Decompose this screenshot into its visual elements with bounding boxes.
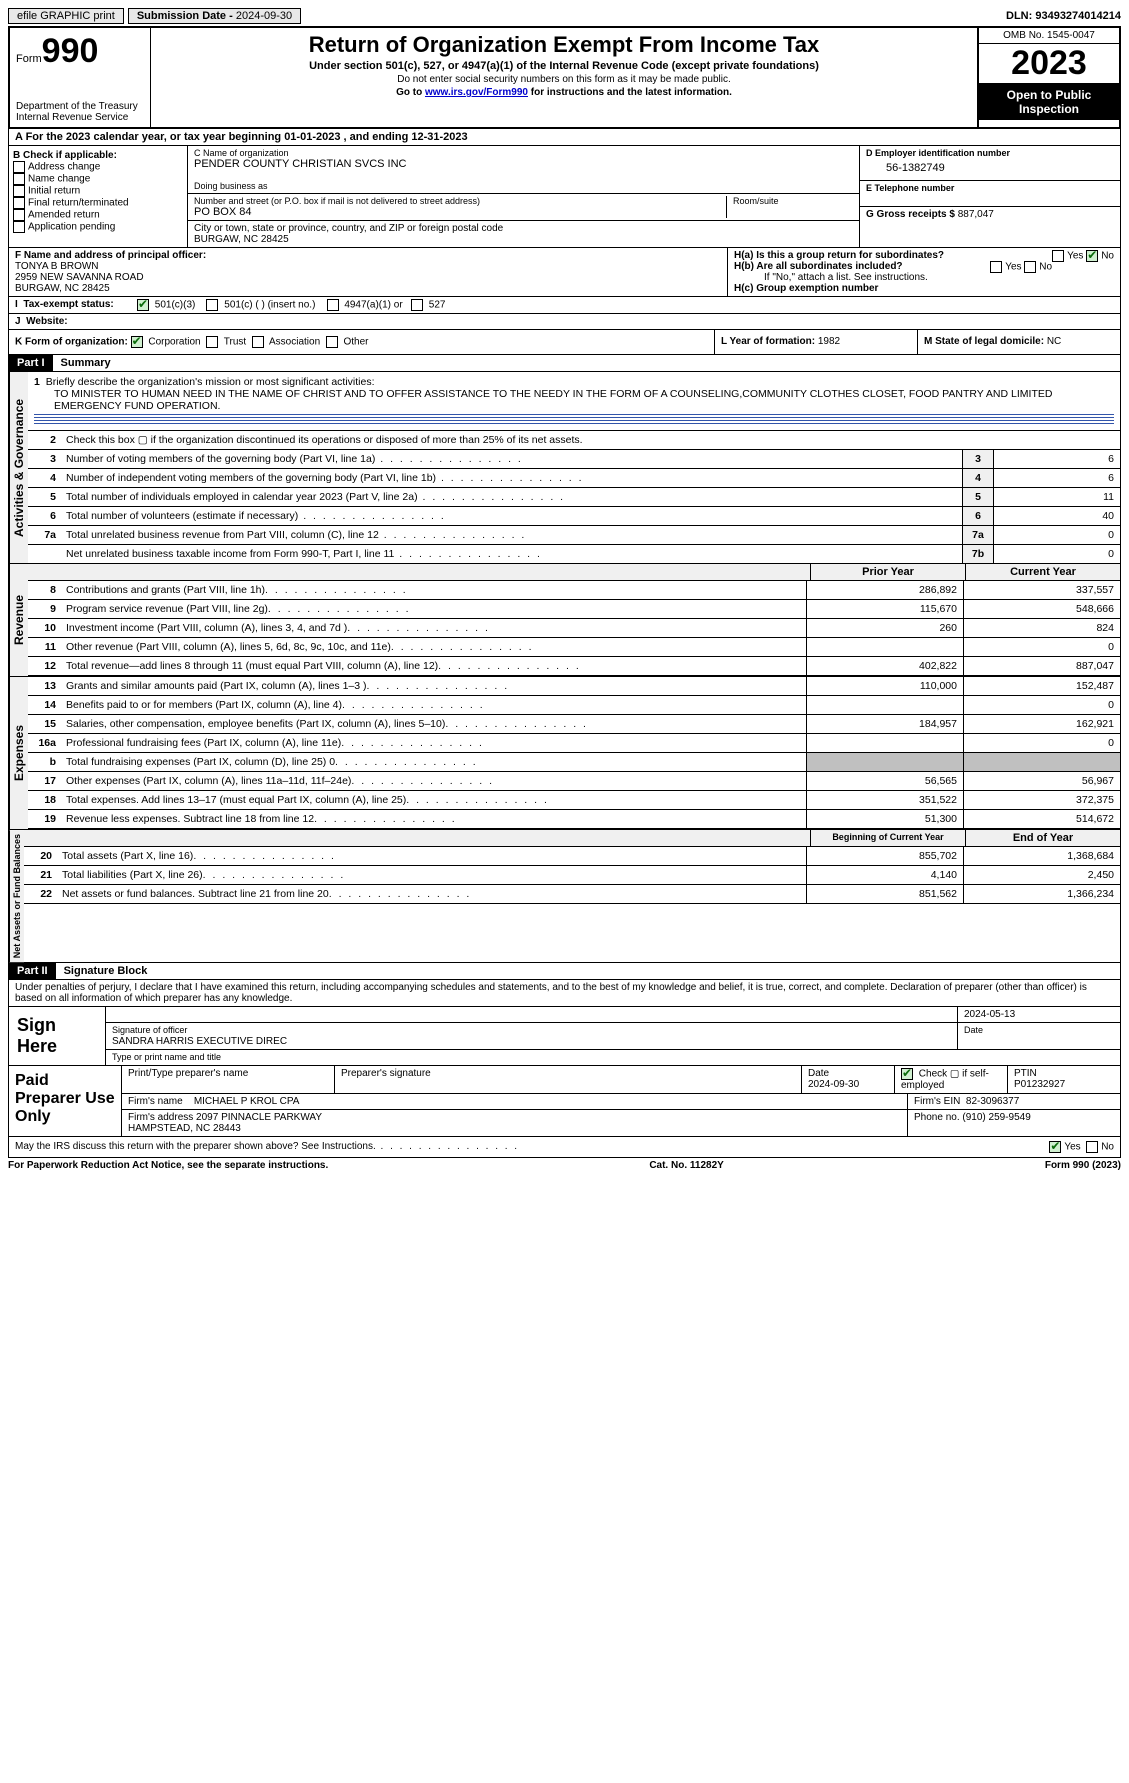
line-13: Grants and similar amounts paid (Part IX… xyxy=(62,677,806,695)
form-header: Form990 Department of the Treasury Inter… xyxy=(8,26,1121,129)
line-11: Other revenue (Part VIII, column (A), li… xyxy=(62,638,806,656)
principal-officer: F Name and address of principal officer:… xyxy=(9,248,727,296)
mission-text: TO MINISTER TO HUMAN NEED IN THE NAME OF… xyxy=(34,388,1114,412)
efile-print-button[interactable]: efile GRAPHIC print xyxy=(8,8,124,24)
line-9: Program service revenue (Part VIII, line… xyxy=(62,600,806,618)
netassets-block: Net Assets or Fund Balances Beginning of… xyxy=(8,830,1121,963)
line-17: Other expenses (Part IX, column (A), lin… xyxy=(62,772,806,790)
instructions-link-row: Go to www.irs.gov/Form990 for instructio… xyxy=(157,87,971,98)
org-address: Number and street (or P.O. box if mail i… xyxy=(188,194,859,221)
line-5: Total number of individuals employed in … xyxy=(62,489,962,505)
line-7b: Net unrelated business taxable income fr… xyxy=(62,546,962,562)
line-15: Salaries, other compensation, employee b… xyxy=(62,715,806,733)
line-12: Total revenue—add lines 8 through 11 (mu… xyxy=(62,657,806,675)
org-name: C Name of organization PENDER COUNTY CHR… xyxy=(188,146,859,194)
submission-date-button[interactable]: Submission Date - 2024-09-30 xyxy=(128,8,301,24)
line-16a: Professional fundraising fees (Part IX, … xyxy=(62,734,806,752)
line-6: Total number of volunteers (estimate if … xyxy=(62,508,962,524)
org-city: City or town, state or province, country… xyxy=(188,221,859,247)
line-3: Number of voting members of the governin… xyxy=(62,451,962,467)
line-b: Total fundraising expenses (Part IX, col… xyxy=(62,753,806,771)
omb-number: OMB No. 1545-0047 xyxy=(979,28,1119,44)
tax-year-range: A For the 2023 calendar year, or tax yea… xyxy=(8,129,1121,146)
website-row: J Website: xyxy=(8,314,1121,330)
phone: E Telephone number xyxy=(860,181,1120,207)
group-return: H(a) Is this a group return for subordin… xyxy=(727,248,1120,296)
part1-header: Part I Summary xyxy=(8,355,1121,372)
tax-exempt-row: I Tax-exempt status: 501(c)(3) 501(c) ( … xyxy=(8,297,1121,314)
gross-receipts: G Gross receipts $ 887,047 xyxy=(860,207,1120,222)
ssn-warning: Do not enter social security numbers on … xyxy=(157,74,971,85)
public-inspection: Open to Public Inspection xyxy=(979,84,1119,120)
perjury-declaration: Under penalties of perjury, I declare th… xyxy=(8,980,1121,1007)
line-21: Total liabilities (Part X, line 26) xyxy=(58,866,806,884)
form-number: Form990 xyxy=(16,32,144,71)
dln-label: DLN: 93493274014214 xyxy=(1006,10,1121,22)
paid-preparer-block: Paid Preparer Use Only Print/Type prepar… xyxy=(8,1066,1121,1137)
klm-row: K Form of organization: Corporation Trus… xyxy=(8,330,1121,355)
ein: D Employer identification number 56-1382… xyxy=(860,146,1120,181)
line-22: Net assets or fund balances. Subtract li… xyxy=(58,885,806,903)
line-7a: Total unrelated business revenue from Pa… xyxy=(62,527,962,543)
form-subtitle: Under section 501(c), 527, or 4947(a)(1)… xyxy=(157,60,971,72)
line-19: Revenue less expenses. Subtract line 18 … xyxy=(62,810,806,828)
mission-label: Briefly describe the organization's miss… xyxy=(46,376,375,388)
line-10: Investment income (Part VIII, column (A)… xyxy=(62,619,806,637)
form-title: Return of Organization Exempt From Incom… xyxy=(157,32,971,58)
irs-link[interactable]: www.irs.gov/Form990 xyxy=(425,87,528,98)
sign-here-block: Sign Here 2024-05-13 Signature of office… xyxy=(8,1007,1121,1066)
officer-group-row: F Name and address of principal officer:… xyxy=(8,248,1121,297)
line-18: Total expenses. Add lines 13–17 (must eq… xyxy=(62,791,806,809)
line-20: Total assets (Part X, line 16) xyxy=(58,847,806,865)
line-14: Benefits paid to or for members (Part IX… xyxy=(62,696,806,714)
page-footer: For Paperwork Reduction Act Notice, see … xyxy=(8,1160,1121,1171)
expenses-block: Expenses 13Grants and similar amounts pa… xyxy=(8,677,1121,830)
discuss-row: May the IRS discuss this return with the… xyxy=(8,1137,1121,1158)
line-4: Number of independent voting members of … xyxy=(62,470,962,486)
part2-header: Part II Signature Block xyxy=(8,963,1121,980)
tax-year: 2023 xyxy=(979,44,1119,84)
activities-governance: Activities & Governance 1 Briefly descri… xyxy=(8,372,1121,564)
entity-info: B Check if applicable: Address change Na… xyxy=(8,146,1121,248)
dept-treasury: Department of the Treasury Internal Reve… xyxy=(16,101,144,123)
top-bar: efile GRAPHIC print Submission Date - 20… xyxy=(8,8,1121,24)
box-b: B Check if applicable: Address change Na… xyxy=(9,146,188,247)
line-8: Contributions and grants (Part VIII, lin… xyxy=(62,581,806,599)
line-2: Check this box ▢ if the organization dis… xyxy=(62,432,1120,448)
revenue-block: Revenue Prior YearCurrent Year 8Contribu… xyxy=(8,564,1121,677)
